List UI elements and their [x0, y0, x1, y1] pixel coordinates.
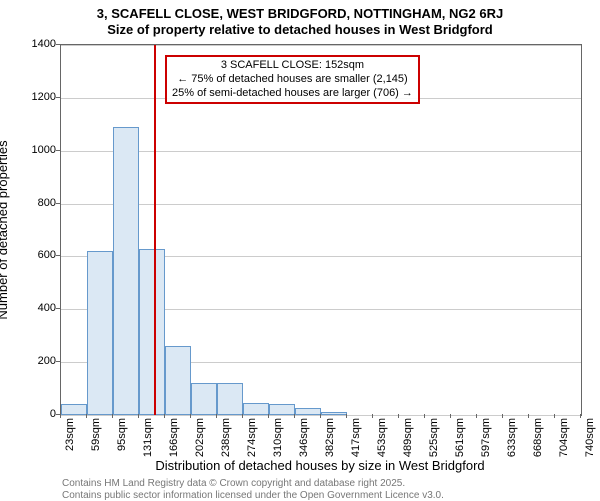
xtick-label: 59sqm [90, 418, 102, 451]
ytick-label: 1200 [32, 91, 56, 103]
credit-land-registry: Contains HM Land Registry data © Crown c… [62, 478, 405, 489]
xtick-mark [216, 414, 217, 418]
xtick-mark [320, 414, 321, 418]
ytick-mark [56, 361, 60, 362]
x-axis-label: Distribution of detached houses by size … [60, 458, 580, 473]
gridline [61, 151, 581, 152]
xtick-label: 23sqm [64, 418, 76, 451]
xtick-mark [346, 414, 347, 418]
xtick-label: 131sqm [142, 418, 154, 457]
property-size-histogram: 3, SCAFELL CLOSE, WEST BRIDGFORD, NOTTIN… [0, 0, 600, 500]
ytick-mark [56, 97, 60, 98]
histogram-bar [321, 412, 347, 415]
xtick-mark [502, 414, 503, 418]
xtick-mark [580, 414, 581, 418]
ytick-label: 0 [50, 408, 56, 420]
xtick-label: 238sqm [220, 418, 232, 457]
histogram-bar [165, 346, 191, 415]
xtick-mark [398, 414, 399, 418]
chart-title-address: 3, SCAFELL CLOSE, WEST BRIDGFORD, NOTTIN… [0, 6, 600, 21]
xtick-label: 310sqm [272, 418, 284, 457]
annotation-line: 3 SCAFELL CLOSE: 152sqm [172, 59, 413, 73]
annotation-line: ← 75% of detached houses are smaller (2,… [172, 73, 413, 87]
histogram-bar [269, 404, 295, 415]
ytick-mark [56, 44, 60, 45]
ytick-mark [56, 255, 60, 256]
xtick-label: 668sqm [532, 418, 544, 457]
xtick-label: 202sqm [194, 418, 206, 457]
ytick-label: 400 [38, 302, 56, 314]
xtick-mark [60, 414, 61, 418]
xtick-label: 525sqm [428, 418, 440, 457]
xtick-label: 489sqm [402, 418, 414, 457]
credit-ogl: Contains public sector information licen… [62, 490, 444, 501]
annotation-line: 25% of semi-detached houses are larger (… [172, 87, 413, 101]
xtick-mark [164, 414, 165, 418]
plot-area: 3 SCAFELL CLOSE: 152sqm← 75% of detached… [60, 44, 582, 416]
xtick-label: 95sqm [116, 418, 128, 451]
xtick-mark [86, 414, 87, 418]
xtick-mark [528, 414, 529, 418]
xtick-mark [476, 414, 477, 418]
annotation-callout: 3 SCAFELL CLOSE: 152sqm← 75% of detached… [165, 55, 420, 104]
xtick-label: 704sqm [558, 418, 570, 457]
ytick-mark [56, 203, 60, 204]
xtick-label: 453sqm [376, 418, 388, 457]
xtick-mark [112, 414, 113, 418]
xtick-label: 346sqm [298, 418, 310, 457]
xtick-label: 274sqm [246, 418, 258, 457]
xtick-mark [190, 414, 191, 418]
xtick-mark [424, 414, 425, 418]
chart-title-subtitle: Size of property relative to detached ho… [0, 22, 600, 37]
xtick-label: 633sqm [506, 418, 518, 457]
xtick-label: 166sqm [168, 418, 180, 457]
xtick-mark [372, 414, 373, 418]
gridline [61, 204, 581, 205]
y-axis-label: Number of detached properties [0, 140, 10, 319]
ytick-label: 1400 [32, 38, 56, 50]
histogram-bar [243, 403, 269, 415]
gridline [61, 415, 581, 416]
ytick-label: 800 [38, 197, 56, 209]
ytick-label: 200 [38, 355, 56, 367]
ytick-mark [56, 308, 60, 309]
xtick-mark [138, 414, 139, 418]
xtick-mark [294, 414, 295, 418]
xtick-mark [554, 414, 555, 418]
xtick-label: 417sqm [350, 418, 362, 457]
xtick-label: 561sqm [454, 418, 466, 457]
xtick-mark [242, 414, 243, 418]
histogram-bar [191, 383, 217, 415]
histogram-bar [217, 383, 243, 415]
ytick-mark [56, 150, 60, 151]
histogram-bar [61, 404, 87, 415]
xtick-mark [268, 414, 269, 418]
xtick-mark [450, 414, 451, 418]
ytick-label: 1000 [32, 144, 56, 156]
xtick-label: 740sqm [584, 418, 596, 457]
xtick-label: 597sqm [480, 418, 492, 457]
gridline [61, 45, 581, 46]
property-marker-line [154, 45, 156, 415]
histogram-bar [87, 251, 113, 415]
ytick-label: 600 [38, 249, 56, 261]
histogram-bar [139, 249, 165, 416]
histogram-bar [113, 127, 139, 415]
histogram-bar [295, 408, 321, 415]
xtick-label: 382sqm [324, 418, 336, 457]
